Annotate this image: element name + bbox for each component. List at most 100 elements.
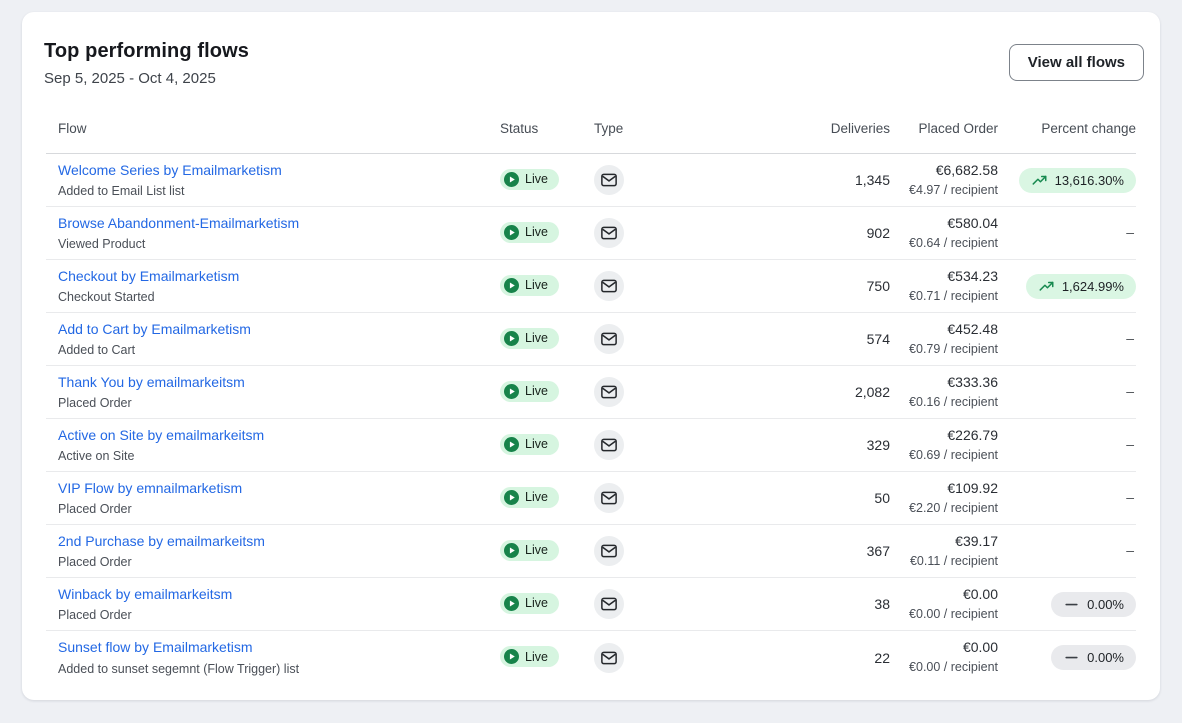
page-title: Top performing flows — [44, 40, 249, 62]
table-row: Welcome Series by Emailmarketism Added t… — [46, 154, 1136, 207]
placed-order-per-recipient: €0.79 / recipient — [909, 341, 998, 356]
status-label: Live — [525, 331, 548, 345]
status-label: Live — [525, 649, 548, 664]
deliveries-value: 2,082 — [854, 384, 890, 400]
placed-order-value: €0.00 — [962, 585, 998, 602]
status-label: Live — [525, 278, 548, 292]
play-icon — [504, 542, 519, 558]
placed-order-value: €580.04 — [947, 214, 998, 231]
dash-icon — [1063, 650, 1080, 665]
flow-link[interactable]: Checkout by Emailmarketism — [58, 267, 240, 284]
status-cell: Live — [500, 168, 594, 192]
percent-change-empty: – — [1126, 542, 1134, 558]
flow-trigger: Placed Order — [58, 396, 132, 411]
placed-order-per-recipient: €0.71 / recipient — [909, 288, 998, 303]
play-icon — [504, 436, 519, 452]
table-row: Thank You by emailmarkeitsm Placed Order… — [46, 366, 1136, 419]
placed-order-per-recipient: €0.69 / recipient — [909, 447, 998, 462]
email-icon — [594, 589, 624, 619]
flow-link[interactable]: Add to Cart by Emailmarketism — [58, 320, 251, 337]
flow-trigger: Placed Order — [58, 555, 132, 570]
placed-order-per-recipient: €0.16 / recipient — [909, 394, 998, 409]
flow-trigger: Added to sunset segemnt (Flow Trigger) l… — [58, 661, 300, 676]
percent-change-empty: – — [1126, 224, 1134, 240]
flow-cell: Thank You by emailmarkeitsm Placed Order — [46, 372, 500, 412]
play-icon — [504, 383, 519, 399]
deliveries-value: 22 — [874, 649, 890, 666]
flow-link[interactable]: Thank You by emailmarkeitsm — [58, 373, 245, 390]
flow-cell: Active on Site by emailmarkeitsm Active … — [46, 425, 500, 465]
table-body: Welcome Series by Emailmarketism Added t… — [46, 154, 1136, 684]
col-percent-change: Percent change — [1041, 121, 1136, 136]
flow-cell: Winback by emailmarkeitsm Placed Order — [46, 584, 500, 624]
play-icon — [504, 224, 519, 240]
card-header: Top performing flows Sep 5, 2025 - Oct 4… — [22, 12, 1160, 87]
table-row: Browse Abandonment-Emailmarketism Viewed… — [46, 207, 1136, 260]
play-icon — [504, 330, 519, 346]
percent-change-pill-up: 1,624.99% — [1025, 273, 1136, 299]
placed-order-value: €226.79 — [947, 426, 998, 443]
flow-link[interactable]: Active on Site by emailmarkeitsm — [58, 426, 265, 443]
type-cell — [594, 218, 654, 248]
percent-change-empty: – — [1126, 383, 1134, 399]
col-status: Status — [500, 121, 539, 136]
flow-link[interactable]: Browse Abandonment-Emailmarketism — [58, 214, 300, 231]
status-badge: Live — [500, 433, 559, 455]
placed-order-per-recipient: €0.00 / recipient — [909, 660, 998, 675]
flows-table: Flow Status Type Deliveries Placed Order… — [46, 121, 1136, 684]
status-badge: Live — [500, 168, 559, 190]
placed-order-value: €109.92 — [947, 479, 998, 496]
flow-cell: Checkout by Emailmarketism Checkout Star… — [46, 266, 500, 306]
placed-order-per-recipient: €0.64 / recipient — [909, 235, 998, 250]
deliveries-value: 329 — [866, 437, 890, 453]
table-row: Checkout by Emailmarketism Checkout Star… — [46, 260, 1136, 313]
placed-order-per-recipient: €0.11 / recipient — [909, 553, 998, 568]
play-icon — [504, 649, 519, 664]
status-cell: Live — [500, 274, 594, 298]
type-cell — [594, 483, 654, 513]
status-label: Live — [525, 596, 548, 610]
play-icon — [504, 595, 519, 611]
type-cell — [594, 536, 654, 566]
status-cell: Live — [500, 221, 594, 245]
status-label: Live — [525, 172, 548, 186]
type-cell — [594, 271, 654, 301]
view-all-flows-button[interactable]: View all flows — [1008, 44, 1144, 81]
trend-up-icon — [1038, 279, 1055, 294]
status-badge: Live — [500, 327, 559, 349]
table-row: Active on Site by emailmarkeitsm Active … — [46, 419, 1136, 472]
date-range: Sep 5, 2025 - Oct 4, 2025 — [44, 70, 216, 87]
placed-order-value: €452.48 — [947, 320, 998, 337]
flow-trigger: Viewed Product — [58, 237, 146, 252]
table-row: 2nd Purchase by emailmarkeitsm Placed Or… — [46, 525, 1136, 578]
flow-link[interactable]: Sunset flow by Emailmarketism — [58, 639, 253, 656]
status-label: Live — [525, 543, 548, 557]
type-cell — [594, 324, 654, 354]
play-icon — [504, 489, 519, 505]
placed-order-value: €333.36 — [947, 373, 998, 390]
status-badge: Live — [500, 221, 559, 243]
percent-change-cell: 0.00% — [998, 645, 1136, 670]
percent-change-cell: – — [998, 383, 1136, 401]
table-header: Flow Status Type Deliveries Placed Order… — [46, 121, 1136, 154]
flow-link[interactable]: 2nd Purchase by emailmarkeitsm — [58, 532, 265, 549]
table-row: VIP Flow by emnailmarketism Placed Order… — [46, 472, 1136, 525]
email-icon — [594, 271, 624, 301]
placed-order-cell: €0.00 €0.00 / recipient — [890, 638, 998, 676]
email-icon — [594, 483, 624, 513]
percent-change-cell: – — [998, 489, 1136, 507]
status-label: Live — [525, 225, 548, 239]
flow-link[interactable]: VIP Flow by emnailmarketism — [58, 479, 243, 496]
deliveries-value: 50 — [874, 490, 890, 506]
placed-order-cell: €109.92 €2.20 / recipient — [890, 479, 998, 517]
flow-link[interactable]: Welcome Series by Emailmarketism — [58, 161, 282, 178]
placed-order-cell: €534.23 €0.71 / recipient — [890, 267, 998, 305]
flow-link[interactable]: Winback by emailmarkeitsm — [58, 585, 233, 602]
flow-trigger: Added to Email List list — [58, 184, 185, 199]
table-row: Winback by emailmarkeitsm Placed Order L… — [46, 578, 1136, 631]
percent-change-value: 0.00% — [1087, 596, 1124, 612]
col-type: Type — [594, 121, 624, 136]
status-cell: Live — [500, 433, 594, 457]
percent-change-empty: – — [1126, 436, 1134, 452]
col-flow: Flow — [58, 121, 87, 136]
